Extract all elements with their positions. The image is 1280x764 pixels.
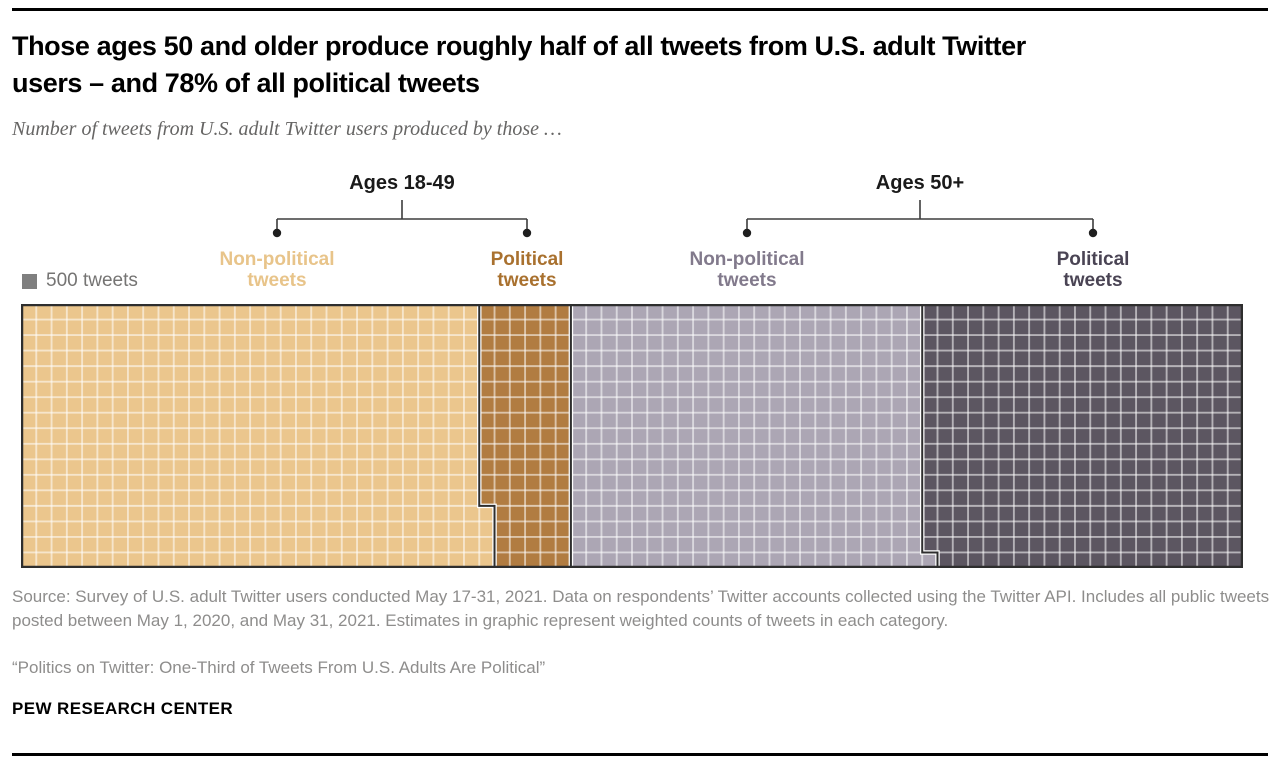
legend: 500 tweets: [22, 270, 138, 292]
brand-footer: PEW RESEARCH CENTER: [12, 699, 234, 718]
report-title-quote: “Politics on Twitter: One-Third of Tweet…: [12, 658, 546, 677]
segment-label-political-50plus: Political tweets: [1057, 249, 1130, 291]
segment-label-line: tweets: [717, 270, 777, 291]
segment-label-line: Non-political: [219, 249, 335, 270]
page-title: Those ages 50 and older produce roughly …: [12, 28, 1262, 102]
waffle-chart: [21, 304, 1243, 568]
age-group-label-18-49: Ages 18-49: [349, 172, 455, 194]
top-rule: [12, 8, 1268, 11]
segment-label-line: Political: [490, 249, 564, 270]
segment-label-nonpolitical-18-49: Non-political tweets: [219, 249, 334, 291]
legend-swatch-icon: [22, 273, 37, 289]
legend-label: 500 tweets: [46, 270, 138, 291]
segment-label-line: Non-political: [689, 249, 805, 270]
segment-label-line: tweets: [497, 270, 557, 291]
segment-label-line: Political: [1056, 249, 1130, 270]
segment-label-nonpolitical-50plus: Non-political tweets: [689, 249, 804, 291]
page-title-line1: Those ages 50 and older produce roughly …: [12, 31, 1026, 61]
segment-label-political-18-49: Political tweets: [491, 249, 564, 291]
page-title-line2: users – and 78% of all political tweets: [12, 68, 480, 98]
segment-label-line: tweets: [1063, 270, 1123, 291]
page-subtitle: Number of tweets from U.S. adult Twitter…: [12, 118, 562, 140]
bottom-rule: [12, 753, 1268, 756]
segment-label-line: tweets: [247, 270, 307, 291]
source-text: Source: Survey of U.S. adult Twitter use…: [12, 587, 1270, 630]
age-group-label-50plus: Ages 50+: [875, 172, 965, 194]
